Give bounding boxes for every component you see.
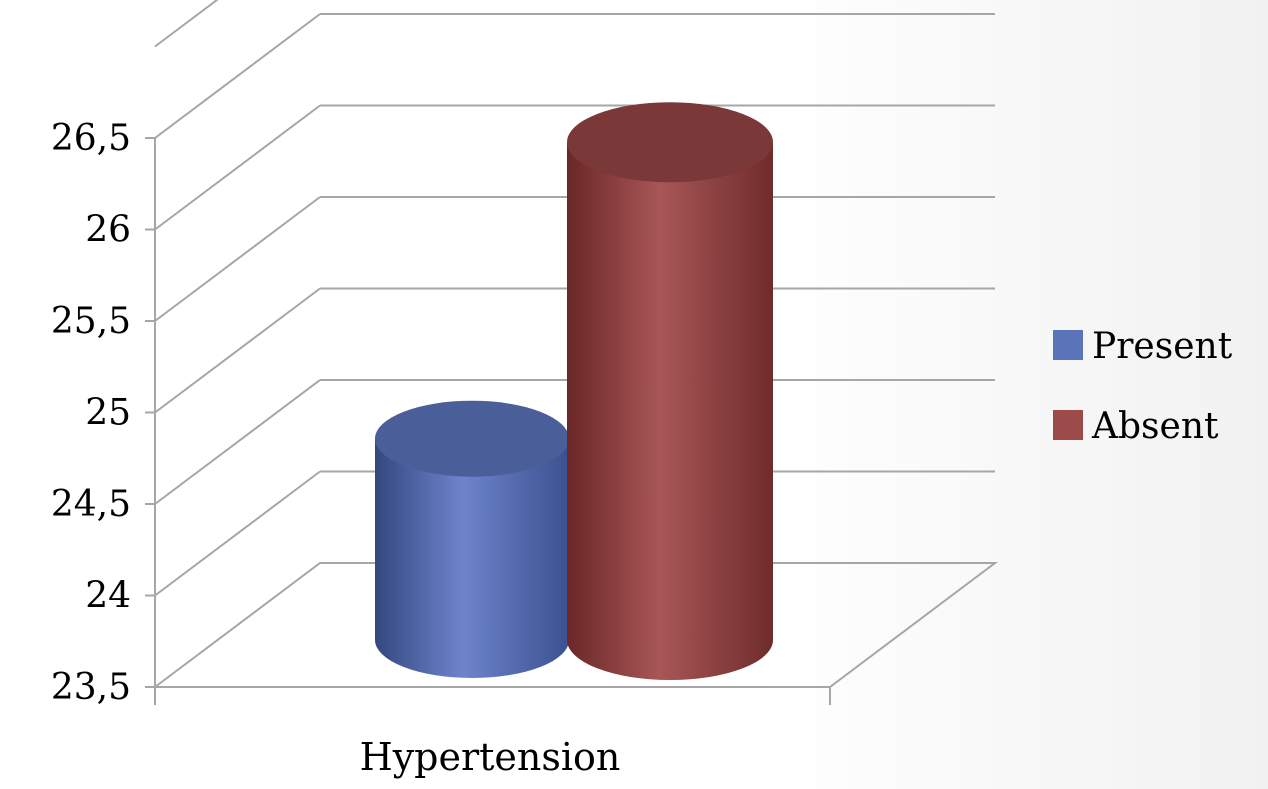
gridline-side xyxy=(154,0,219,48)
legend-label-absent: Absent xyxy=(1091,406,1219,447)
bar-present xyxy=(375,438,569,678)
gridline-side xyxy=(154,196,321,322)
y-tick-label: 26,5 xyxy=(51,118,131,159)
y-axis-ticks: 23,5 24 24,5 25 25,5 26 26,5 xyxy=(51,118,155,708)
legend-swatch-present xyxy=(1053,330,1083,360)
y-tick-label: 24,5 xyxy=(51,484,131,525)
legend: Present Absent xyxy=(1053,326,1233,447)
gridline-side xyxy=(154,13,321,139)
gridline-side xyxy=(154,104,321,231)
x-axis-label: Hypertension xyxy=(360,735,621,779)
gridline-side xyxy=(154,379,321,505)
y-tick-label: 25 xyxy=(85,393,131,434)
y-tick-label: 26 xyxy=(85,210,131,251)
bar-present-top xyxy=(375,400,569,477)
y-tick-label: 23,5 xyxy=(51,667,131,708)
gridline-side xyxy=(154,287,321,414)
chart-floor xyxy=(152,562,998,688)
bar-absent-top xyxy=(567,102,773,183)
bar-absent xyxy=(567,142,773,681)
legend-swatch-absent xyxy=(1053,410,1083,440)
gridline-side xyxy=(154,470,321,597)
legend-label-present: Present xyxy=(1092,326,1233,367)
bars xyxy=(375,102,773,681)
y-tick-label: 25,5 xyxy=(51,301,131,342)
y-tick-label: 24 xyxy=(85,576,131,617)
